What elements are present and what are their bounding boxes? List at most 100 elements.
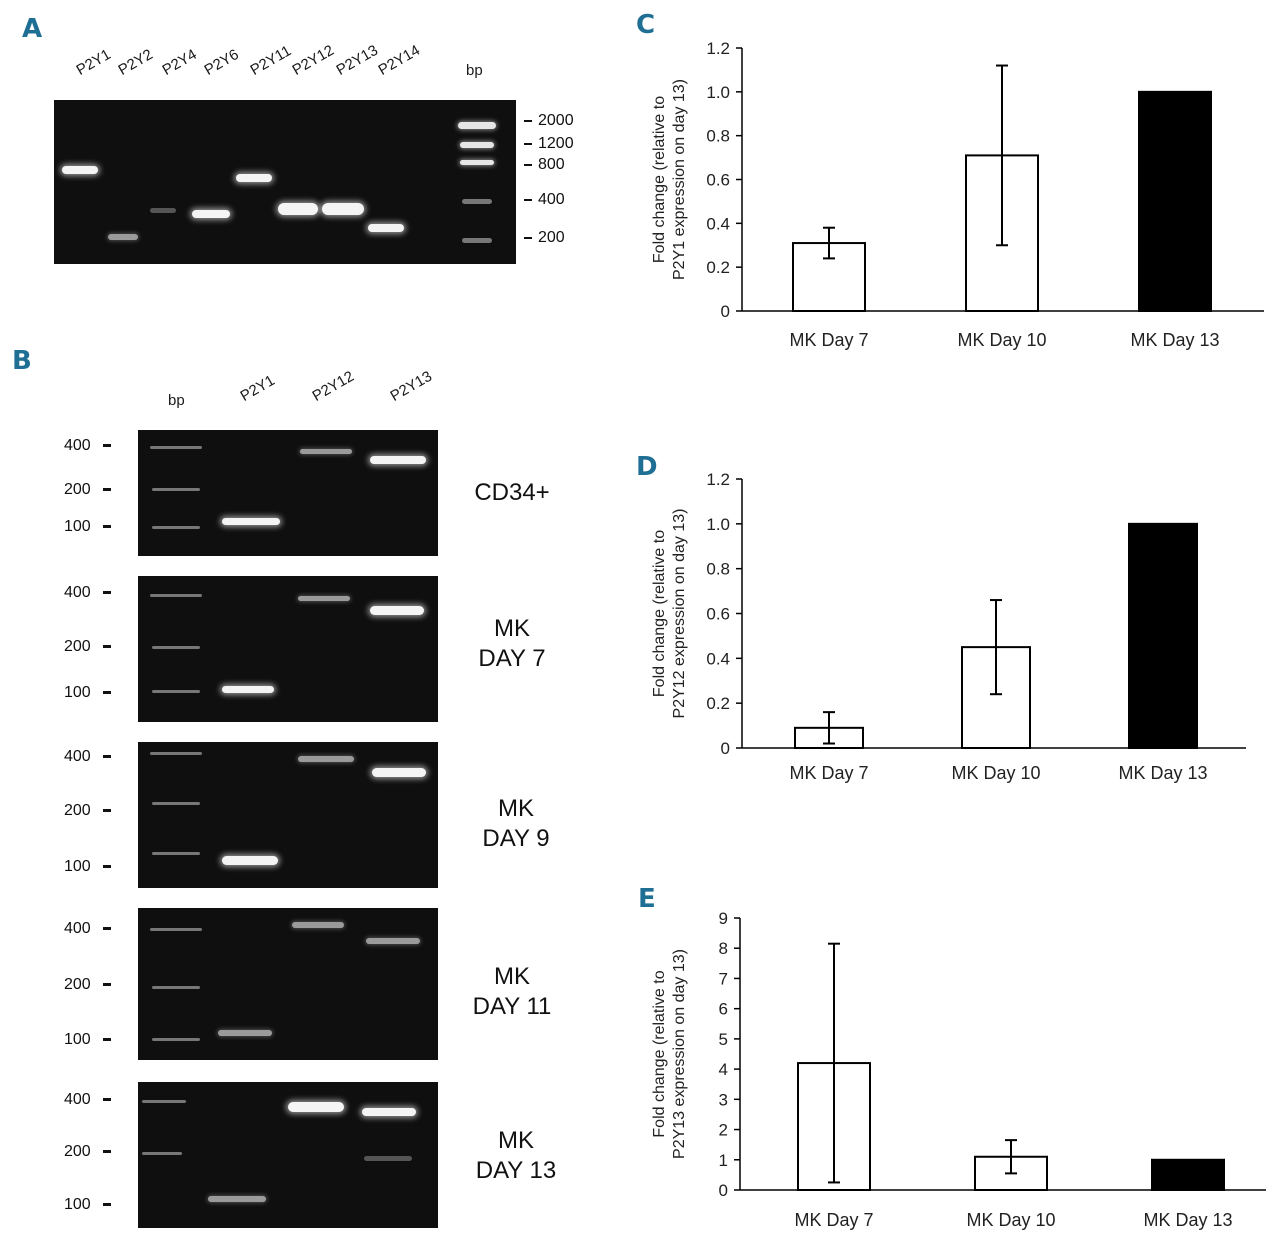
gel-band	[218, 1030, 272, 1036]
gel-b-row-label: MK DAY 7	[452, 614, 572, 674]
gel-ladder-band	[150, 446, 202, 449]
gel-band	[236, 174, 272, 182]
gel-band	[370, 456, 426, 464]
gel-ladder-band	[152, 802, 200, 805]
panel-letter-e: E	[638, 884, 656, 914]
x-category-label: MK Day 13	[1143, 1210, 1232, 1230]
gel-b-row-label: MK DAY 9	[456, 794, 576, 854]
gel-ladder-band	[458, 122, 496, 129]
gel-b-marker: 200	[64, 976, 164, 994]
gel-band	[278, 203, 318, 215]
bar	[1128, 522, 1198, 749]
gel-b-marker: 400	[64, 1091, 164, 1109]
gel-ladder-band	[462, 199, 492, 204]
gel-band	[208, 1196, 266, 1202]
gel-band	[322, 203, 364, 215]
gel-a-marker: 2000	[524, 112, 574, 130]
panel-letter-b: B	[12, 346, 32, 376]
gel-band	[300, 449, 352, 454]
gel-ladder-band	[460, 160, 494, 165]
gel-band	[364, 1156, 412, 1161]
x-category-label: MK Day 10	[951, 763, 1040, 783]
x-category-label: MK Day 7	[794, 1210, 873, 1230]
gel-band	[370, 606, 424, 615]
gel-band	[222, 856, 278, 865]
gel-ladder-band	[152, 1038, 200, 1041]
gel-band	[192, 210, 230, 218]
gel-band	[366, 938, 420, 944]
gel-a-marker: 200	[524, 229, 565, 247]
y-tick-label: 0.4	[706, 214, 730, 233]
y-axis-label-line1: Fold change (relative to	[651, 970, 668, 1137]
y-tick-label: 9	[719, 909, 728, 928]
y-tick-label: 0.6	[706, 171, 730, 190]
y-tick-label: 0	[719, 1181, 728, 1200]
gel-b-row-label-line1: MK	[494, 615, 530, 642]
y-tick-label: 0.8	[706, 560, 730, 579]
gel-band	[368, 224, 404, 232]
y-axis-label-line2: P2Y1 expression on day 13)	[671, 79, 688, 280]
gel-band	[372, 768, 426, 777]
gel-band	[362, 1108, 416, 1116]
y-tick-label: 0.2	[706, 258, 730, 277]
y-tick-label: 1.2	[706, 39, 730, 58]
panel-letter-d: D	[636, 452, 658, 482]
gel-b-row-label-line2: DAY 13	[475, 1157, 557, 1184]
gel-ladder-band	[152, 986, 200, 989]
gel-b-column-label: bp	[168, 392, 185, 409]
panel-letter-c: C	[636, 10, 656, 40]
gel-band	[222, 686, 274, 693]
y-tick-label: 0.6	[706, 605, 730, 624]
gel-b-marker: 100	[64, 858, 164, 876]
bar	[1151, 1158, 1225, 1192]
x-category-label: MK Day 7	[789, 763, 868, 783]
y-tick-label: 0.4	[706, 649, 730, 668]
gel-ladder-band	[150, 594, 202, 597]
gel-b-row-day7	[138, 576, 438, 722]
gel-b-marker: 200	[64, 802, 164, 820]
gel-b-row-day11	[138, 908, 438, 1060]
gel-b-row-label: MK DAY 13	[456, 1126, 576, 1186]
gel-b-row-label-line2: DAY 11	[472, 993, 552, 1020]
gel-b-row-label: MK DAY 11	[452, 962, 572, 1022]
gel-ladder-band	[152, 852, 200, 855]
gel-band	[150, 208, 176, 213]
gel-b-marker: 200	[64, 481, 164, 499]
y-tick-label: 2	[719, 1121, 728, 1140]
y-tick-label: 1	[719, 1151, 728, 1170]
gel-b-marker: 200	[64, 638, 164, 656]
chart-e-group: 0 1 2 3 4 5 6 7 8 9 Fold change (relative to P2Y13 …	[651, 909, 1266, 1230]
x-category-label: MK Day 10	[966, 1210, 1055, 1230]
gel-a-marker: 400	[524, 191, 565, 209]
gel-b-marker: 400	[64, 920, 164, 938]
gel-band	[292, 922, 344, 928]
y-tick-label: 5	[719, 1030, 728, 1049]
gel-ladder-band	[152, 690, 200, 693]
x-category-label: MK Day 7	[789, 330, 868, 350]
x-category-label: MK Day 10	[957, 330, 1046, 350]
gel-b-marker: 100	[64, 518, 164, 536]
y-tick-label: 0.2	[706, 694, 730, 713]
gel-b-row-day13	[138, 1082, 438, 1228]
panel-letter-a: A	[22, 14, 43, 44]
gel-b-row-label-line2: DAY 9	[482, 825, 550, 852]
gel-b-marker: 400	[64, 437, 164, 455]
gel-ladder-band	[152, 526, 200, 529]
gel-a-marker: 800	[524, 156, 565, 174]
gel-ladder-band	[460, 142, 494, 148]
gel-a-lane-label: bp	[466, 62, 483, 79]
y-axis-label-line2: P2Y12 expression on day 13)	[671, 509, 688, 719]
gel-b-marker: 200	[64, 1143, 164, 1161]
gel-b-marker: 100	[64, 1196, 164, 1214]
y-tick-label: 1.0	[706, 83, 730, 102]
y-tick-label: 1.2	[706, 470, 730, 489]
gel-a-image	[54, 100, 516, 264]
y-tick-label: 4	[719, 1060, 728, 1079]
gel-band	[298, 596, 350, 601]
gel-b-marker: 400	[64, 584, 164, 602]
gel-ladder-band	[150, 752, 202, 755]
y-tick-label: 0.8	[706, 127, 730, 146]
gel-b-row-label-line1: MK	[494, 963, 530, 990]
gel-ladder-band	[152, 488, 200, 491]
